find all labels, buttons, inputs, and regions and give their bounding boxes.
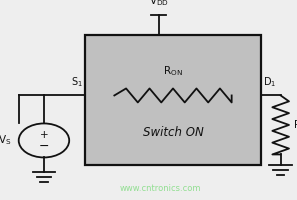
Text: S$_\mathregular{1}$: S$_\mathregular{1}$ [71,76,83,89]
Text: V$_\mathregular{DD}$: V$_\mathregular{DD}$ [149,0,170,8]
Text: R$_\mathregular{L}$: R$_\mathregular{L}$ [293,118,297,132]
Text: R$_\mathregular{ON}$: R$_\mathregular{ON}$ [163,65,183,78]
Text: −: − [39,140,49,153]
Bar [85,35,261,165]
Text: V$_\mathregular{S}$: V$_\mathregular{S}$ [0,134,11,147]
Text: Switch ON: Switch ON [143,126,203,139]
Text: www.cntronics.com: www.cntronics.com [120,184,201,193]
Text: +: + [40,130,48,140]
Text: D$_\mathregular{1}$: D$_\mathregular{1}$ [263,76,276,89]
